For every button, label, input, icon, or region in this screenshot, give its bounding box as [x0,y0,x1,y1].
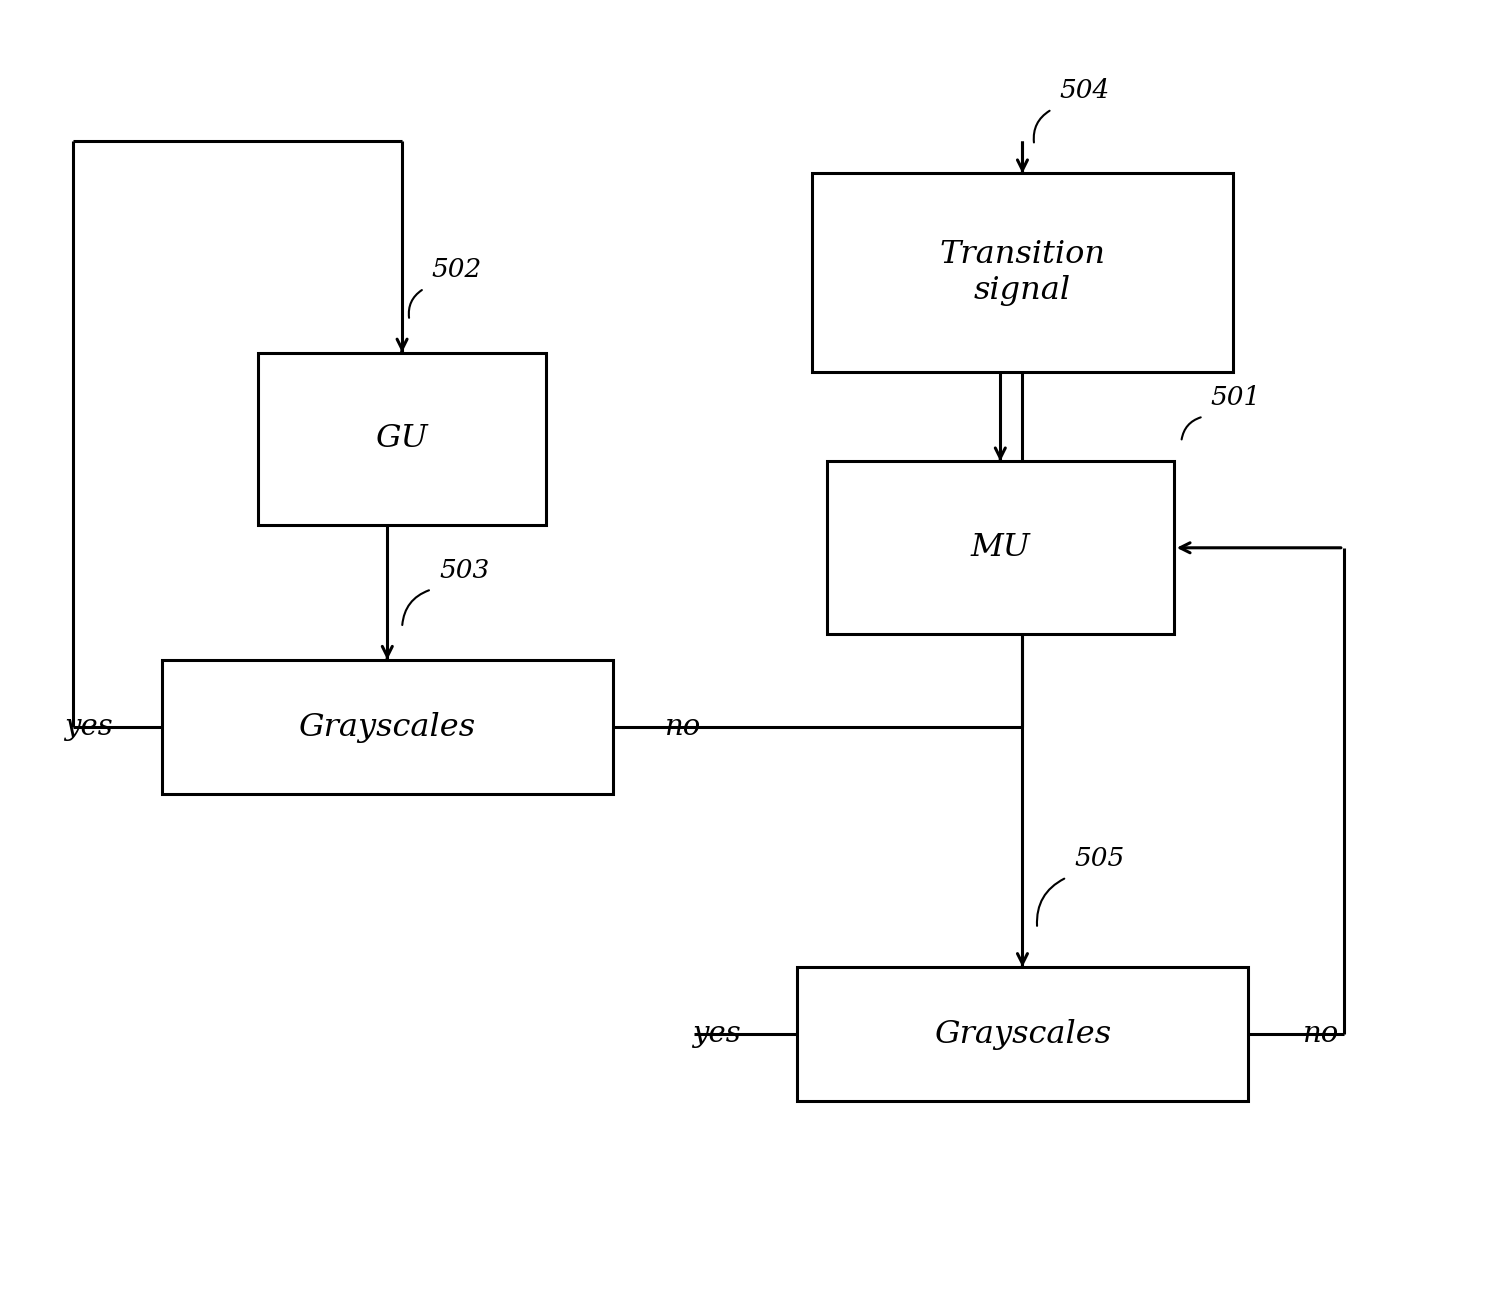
FancyBboxPatch shape [258,352,546,525]
Text: GU: GU [376,423,428,454]
Text: Grayscales: Grayscales [298,712,476,743]
Text: yes: yes [692,1020,741,1048]
Text: yes: yes [64,713,112,741]
FancyBboxPatch shape [163,660,613,795]
FancyBboxPatch shape [813,173,1233,371]
Text: 502: 502 [431,258,482,282]
Text: no: no [665,713,702,741]
Text: Transition
signal: Transition signal [939,239,1105,305]
Text: MU: MU [971,532,1030,563]
Text: Grayscales: Grayscales [933,1018,1111,1049]
Text: 504: 504 [1060,78,1109,104]
Text: 501: 501 [1211,386,1261,410]
Text: 505: 505 [1074,846,1124,871]
Text: 503: 503 [438,558,489,584]
FancyBboxPatch shape [798,967,1248,1101]
FancyBboxPatch shape [826,462,1173,634]
Text: no: no [1303,1020,1340,1048]
